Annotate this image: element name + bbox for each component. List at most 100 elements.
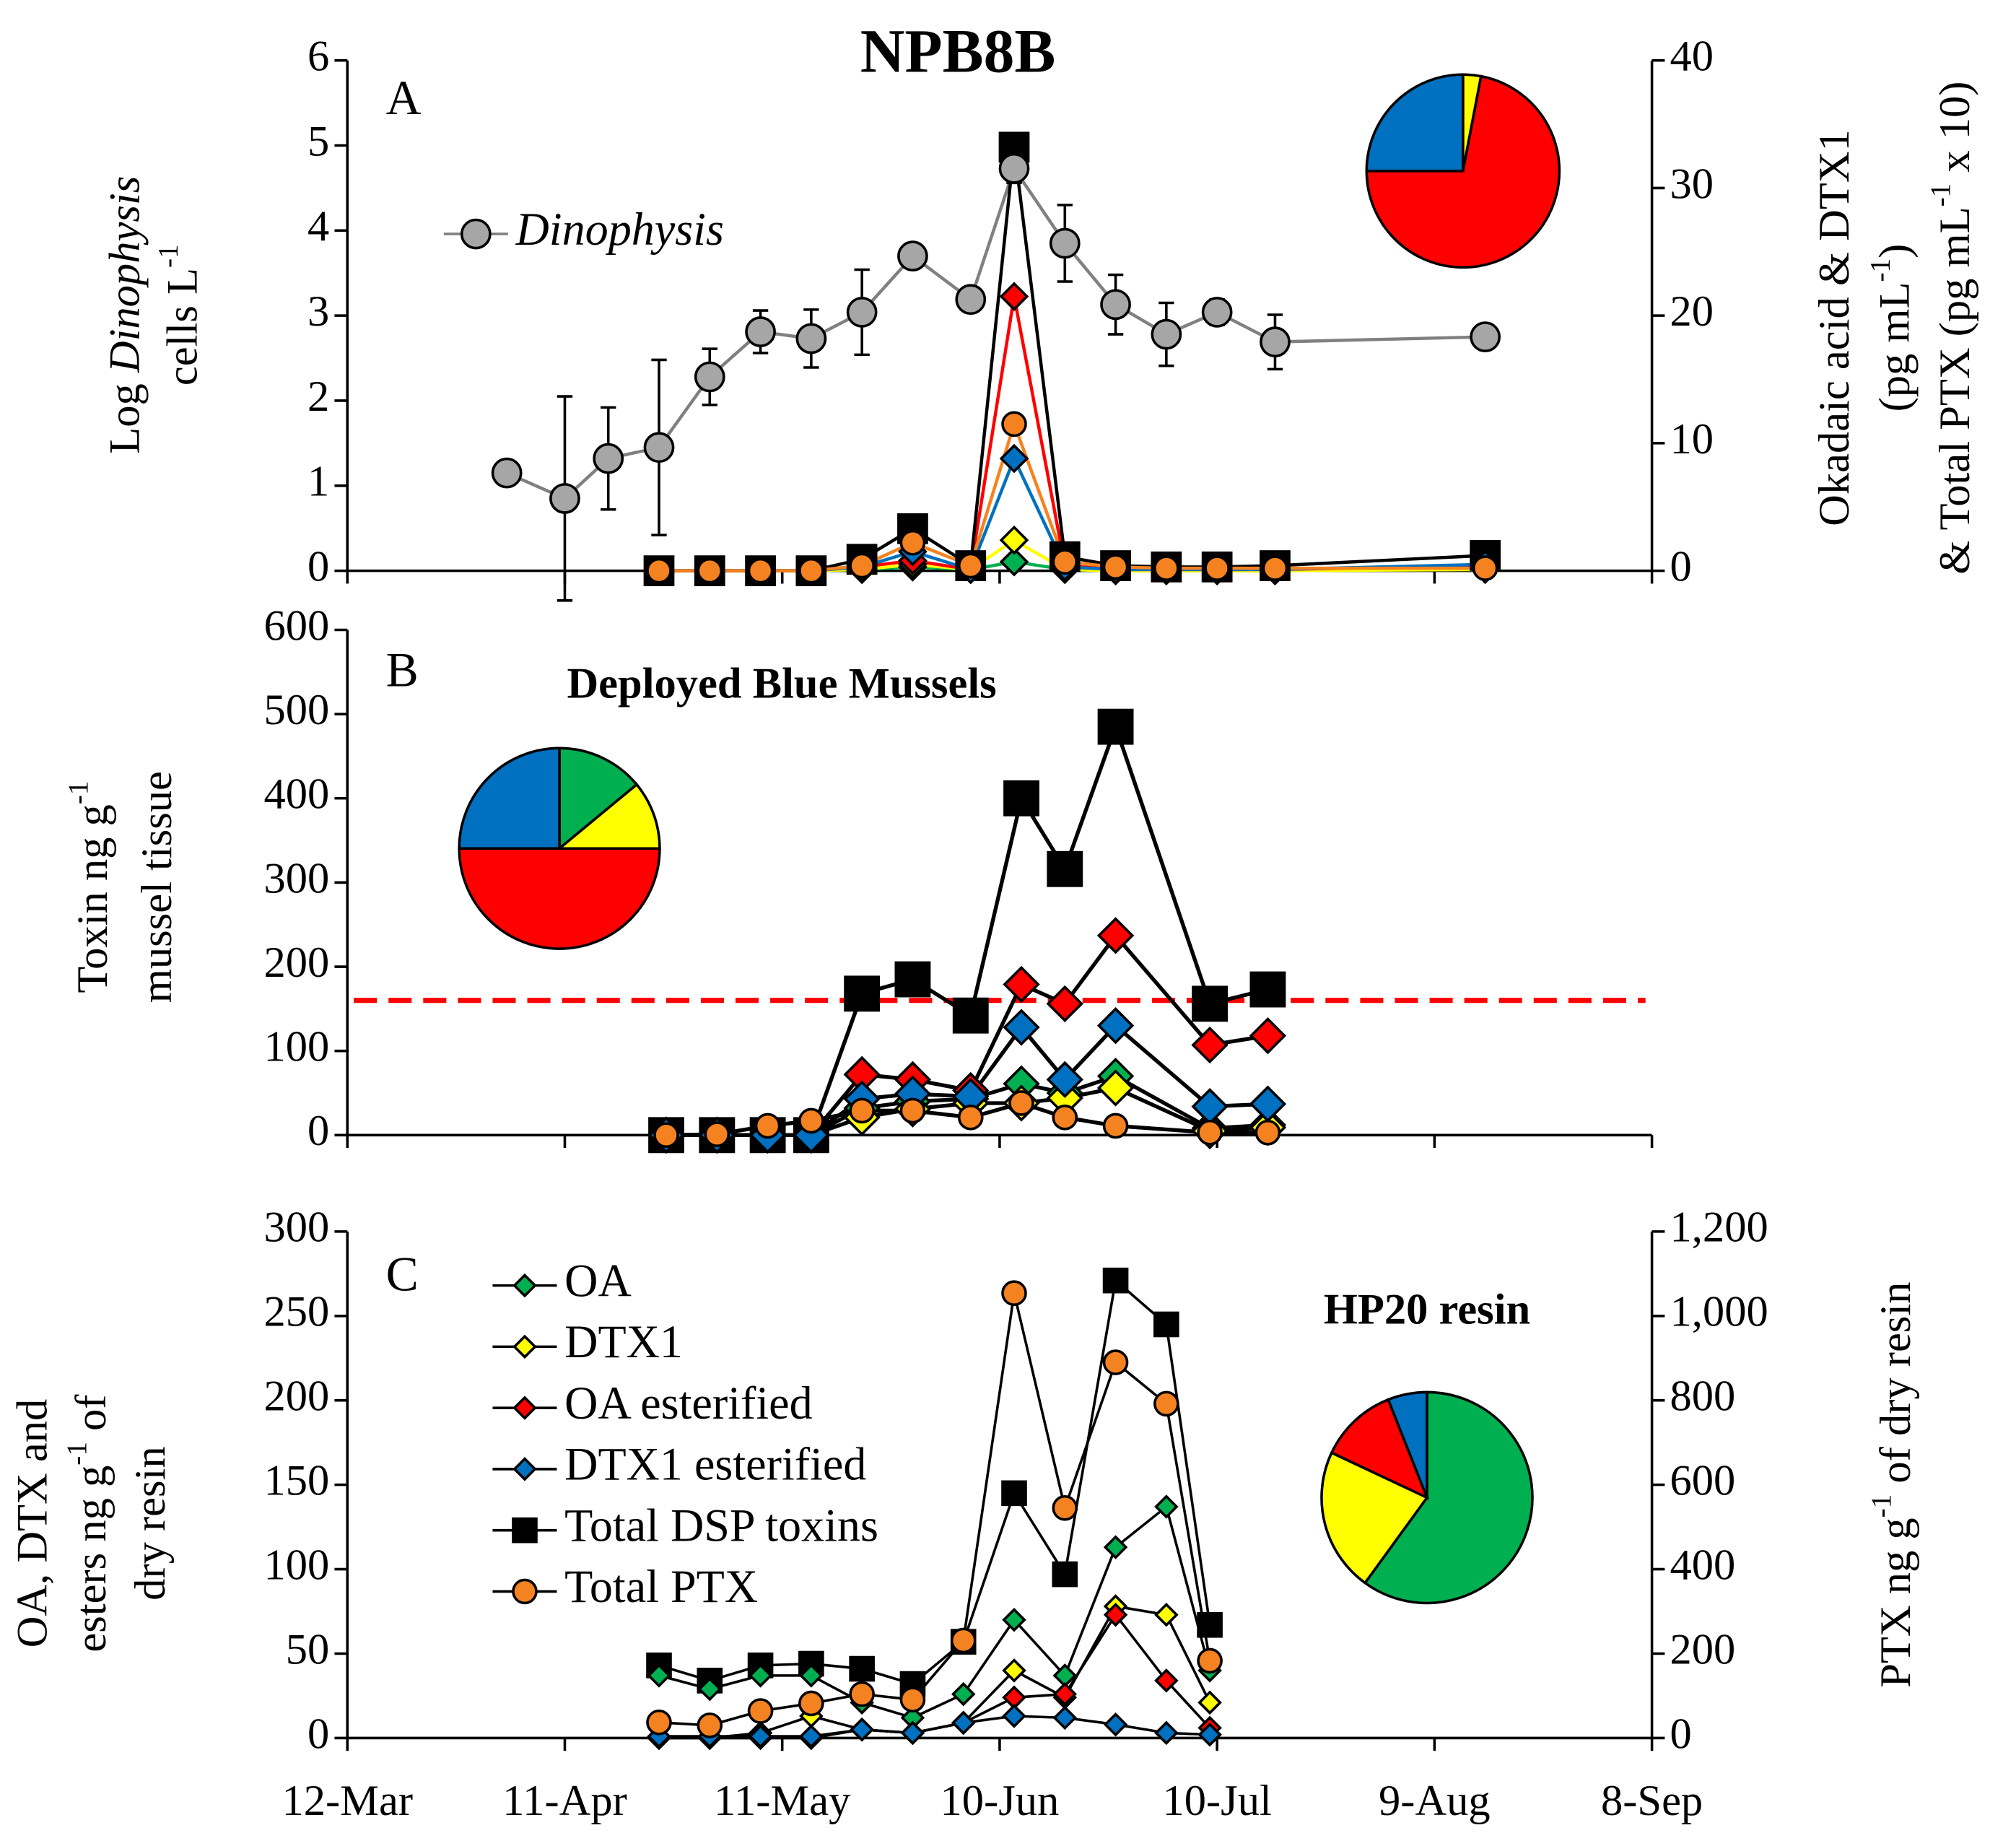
label-part: Log — [100, 373, 149, 454]
annotation: HP20 resin — [1324, 1286, 1530, 1334]
circle-marker — [549, 483, 580, 514]
diamond-marker — [799, 1663, 824, 1688]
circle-marker — [798, 1107, 824, 1134]
y-tick-label: 0 — [307, 1710, 329, 1758]
pie-slice — [1365, 73, 1465, 173]
circle-marker — [1102, 1113, 1129, 1139]
circle-marker — [593, 443, 624, 474]
y-tick-label: 4 — [307, 202, 329, 251]
series-line — [659, 296, 1485, 572]
diamond-marker — [1154, 1602, 1179, 1627]
diamond-marker — [1096, 1007, 1135, 1045]
label-part: (pg mL — [1870, 282, 1919, 412]
panel-label: C — [386, 1247, 419, 1301]
circle-marker — [1052, 549, 1078, 575]
circle-marker — [745, 316, 776, 347]
legend-label: DTX1 — [564, 1316, 683, 1367]
circle-marker — [1052, 1105, 1078, 1131]
diamond-marker — [900, 1720, 925, 1746]
label-part: of dry resin — [1872, 1282, 1920, 1494]
label-part: Dinophysis — [100, 176, 149, 373]
circle-marker — [1472, 555, 1498, 581]
circle-marker — [491, 457, 523, 489]
y2-tick-label: 20 — [1670, 287, 1714, 336]
circle-marker — [998, 152, 1030, 184]
y-axis-label: esters ng g-1 of — [62, 1394, 115, 1653]
diamond-marker — [999, 282, 1029, 311]
y-tick-label: 1 — [307, 458, 329, 506]
y-tick-label: 250 — [264, 1288, 330, 1336]
diamond-marker — [1046, 1061, 1083, 1098]
circle-marker — [950, 1627, 977, 1654]
circle-marker — [846, 297, 878, 328]
label-part: PTX ng g — [1872, 1518, 1920, 1687]
circle-marker — [899, 1097, 926, 1124]
diamond-marker — [1046, 985, 1083, 1023]
diamond-marker — [1003, 1009, 1040, 1046]
chart-title: NPB8B — [860, 18, 1056, 86]
pie-slice — [558, 746, 639, 852]
panel-label: B — [386, 643, 419, 697]
circle-marker — [1102, 1349, 1129, 1375]
circle-marker — [704, 1121, 730, 1147]
circle-marker — [1197, 1120, 1223, 1146]
circle-marker — [1260, 326, 1291, 358]
circle-marker — [899, 529, 926, 556]
y-axis-label: OA, DTX and — [8, 1399, 56, 1648]
circle-marker — [1052, 1494, 1078, 1521]
circle-marker — [798, 1690, 824, 1717]
circle-marker — [795, 323, 827, 354]
x-tick-label: 11-Apr — [502, 1777, 627, 1825]
panel-label: A — [386, 71, 422, 125]
diamond-marker — [1103, 1712, 1128, 1737]
y-axis-label: dry resin — [126, 1446, 175, 1600]
diamond-marker — [951, 1681, 976, 1707]
square-marker — [1052, 1561, 1078, 1588]
circle-marker — [955, 284, 987, 315]
legend-marker — [512, 1578, 538, 1605]
y2-tick-label: 30 — [1670, 160, 1714, 208]
y2-axis-label: PTX ng g-1 of dry resin — [1867, 1282, 1920, 1688]
y-tick-label: 100 — [264, 1541, 330, 1589]
series-line — [666, 720, 1269, 1137]
pie-slice — [1330, 1398, 1430, 1500]
pie-slice — [556, 783, 661, 850]
y2-tick-label: 40 — [1670, 32, 1714, 81]
circle-marker — [1049, 227, 1081, 259]
circle-marker — [849, 1097, 875, 1124]
y-tick-label: 400 — [264, 770, 330, 819]
square-marker — [952, 997, 989, 1034]
y-axis-label: Toxin ng g-1 — [64, 781, 117, 993]
y-axis-label: Log Dinophysis — [100, 176, 149, 454]
label-part: -1 — [153, 244, 184, 268]
y-tick-label: 200 — [264, 939, 330, 987]
circle-marker — [646, 1709, 672, 1736]
label-part: Okadaic acid & DTX1 — [1810, 129, 1859, 526]
y-tick-label: 300 — [264, 854, 330, 902]
square-marker — [1153, 1311, 1179, 1338]
y-axis-label: mussel tissue — [133, 771, 181, 1003]
label-part: ) — [1870, 244, 1919, 258]
square-marker — [1192, 985, 1229, 1022]
annotation: Deployed Blue Mussels — [567, 660, 996, 708]
legend-label: Total DSP toxins — [564, 1499, 878, 1551]
diamond-marker — [1197, 1722, 1222, 1747]
circle-marker — [694, 361, 725, 393]
legend-marker — [512, 1273, 537, 1298]
circle-marker — [747, 557, 774, 584]
label-part: -1 — [1867, 1494, 1898, 1518]
circle-marker — [1153, 1390, 1179, 1417]
diamond-marker — [647, 1663, 671, 1688]
y-tick-label: 6 — [307, 32, 329, 81]
pie-slice — [458, 746, 561, 850]
x-tick-label: 10-Jun — [941, 1777, 1060, 1825]
label-part: -1 — [64, 781, 95, 805]
circle-marker — [1151, 318, 1182, 350]
square-marker — [1197, 1611, 1223, 1638]
y2-axis-label: Okadaic acid & DTX1 — [1810, 129, 1859, 526]
circle-marker — [897, 240, 928, 272]
y-tick-label: 150 — [264, 1457, 330, 1505]
circle-marker — [1204, 555, 1230, 581]
circle-marker — [1153, 555, 1179, 581]
